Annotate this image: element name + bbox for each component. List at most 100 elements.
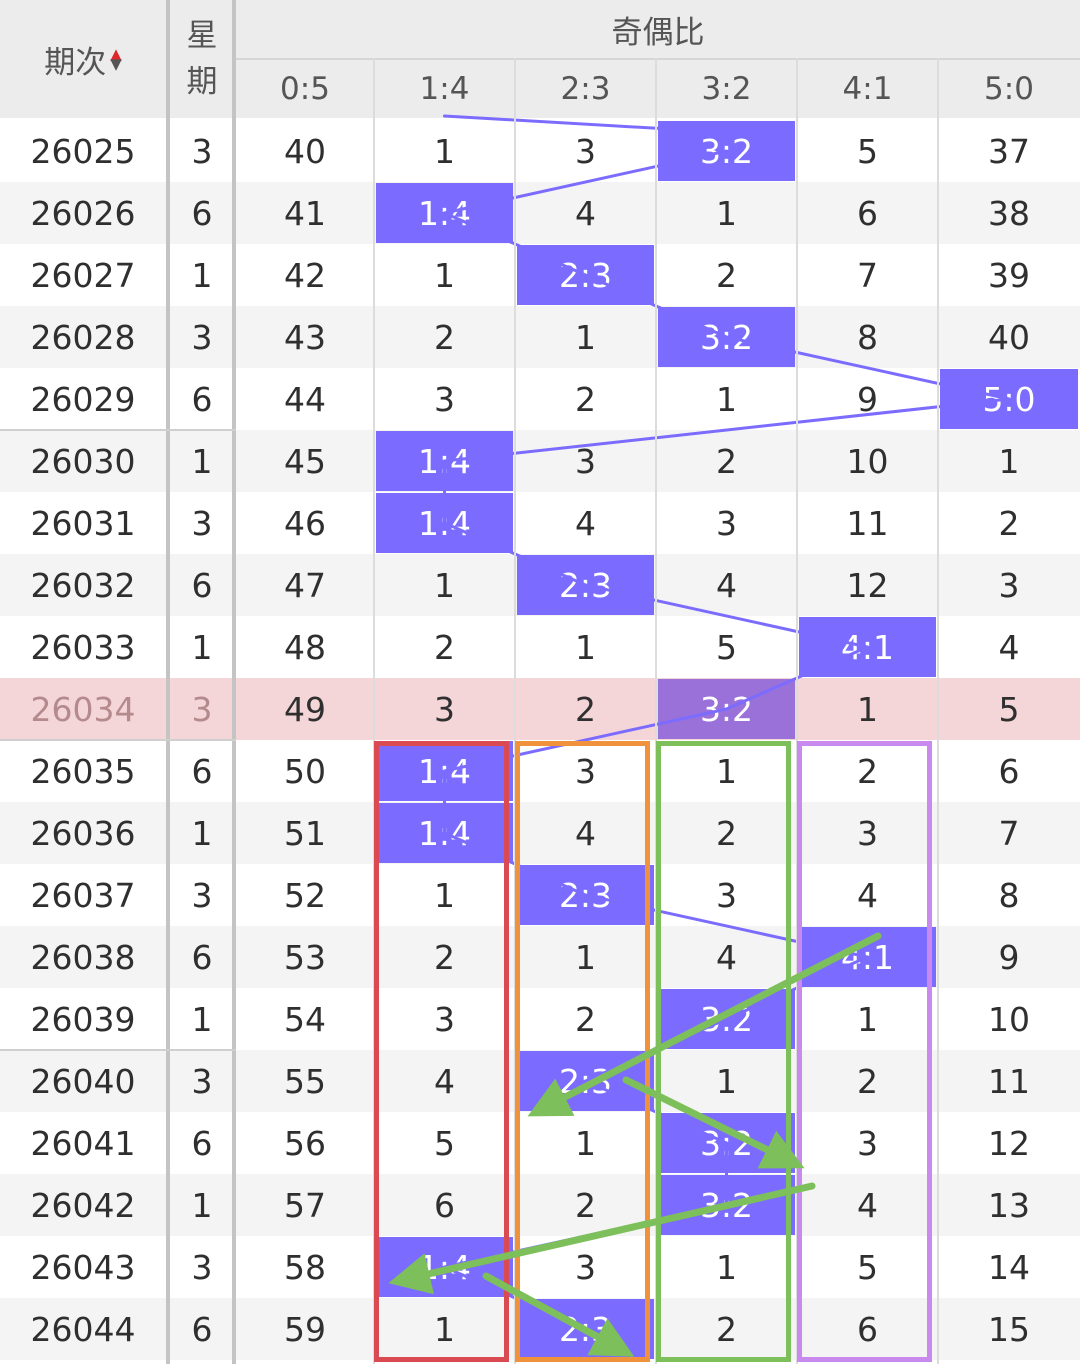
miss-count-0-5: 55	[284, 1061, 326, 1101]
column-divider	[373, 58, 375, 1364]
sort-icon[interactable]: ▲ ▼	[110, 45, 122, 72]
miss-count-1-4: 1	[434, 255, 455, 295]
miss-count-1-4: 2	[434, 937, 455, 977]
issue-number: 26036	[30, 813, 136, 853]
miss-count-5-0: 2	[998, 503, 1020, 543]
issue-number: 26042	[30, 1185, 136, 1225]
table-row[interactable]	[0, 1112, 1080, 1174]
miss-count-0-5: 56	[284, 1123, 326, 1163]
issue-number: 26032	[30, 565, 136, 605]
weekday-value: 1	[191, 813, 213, 853]
current-row-highlight[interactable]	[0, 678, 1080, 740]
column-header-5-0: 5:0	[984, 71, 1034, 107]
issue-number: 26039	[30, 999, 136, 1039]
issue-number: 26038	[30, 937, 136, 977]
weekday-value: 3	[191, 503, 213, 543]
miss-count-1-4: 3	[434, 999, 455, 1039]
weekday-divider	[232, 0, 236, 1364]
weekday-header-char-2: 期	[186, 64, 218, 100]
miss-count-5-0: 12	[988, 1123, 1030, 1163]
miss-count-1-4: 1	[434, 1309, 455, 1349]
trend-line-segment	[725, 335, 1011, 401]
miss-count-4-1: 8	[857, 317, 878, 357]
issue-number: 26029	[30, 379, 136, 419]
miss-count-5-0: 10	[988, 999, 1030, 1039]
miss-count-3-2: 3	[716, 875, 737, 915]
table-row[interactable]	[0, 120, 1080, 182]
trend-line-segment	[443, 707, 728, 773]
weekday-value: 3	[191, 1061, 213, 1101]
column-header-2-3: 2:3	[560, 71, 611, 107]
miss-count-4-1: 9	[857, 379, 878, 419]
miss-count-0-5: 50	[284, 751, 326, 791]
weekday-value: 1	[191, 627, 213, 667]
miss-count-0-5: 42	[284, 255, 326, 295]
issue-number: 26026	[30, 193, 136, 233]
issue-number: 26031	[30, 503, 136, 543]
issue-number: 26035	[30, 751, 136, 791]
miss-count-2-3: 4	[575, 813, 596, 853]
table-row[interactable]	[0, 492, 1080, 554]
sort-up-icon: ▲	[110, 45, 122, 63]
miss-count-3-2: 2	[716, 1309, 737, 1349]
table-row[interactable]	[0, 802, 1080, 864]
miss-count-4-1: 2	[857, 1061, 878, 1101]
miss-count-0-5: 44	[284, 379, 326, 419]
annotation-arrow	[388, 1182, 816, 1295]
miss-count-5-0: 7	[998, 813, 1020, 853]
weekday-value: 6	[191, 193, 213, 233]
issue-column-header[interactable]: 期次 ▲ ▼	[0, 0, 166, 118]
miss-count-0-5: 53	[284, 937, 326, 977]
miss-count-4-1: 4	[857, 875, 878, 915]
miss-count-5-0: 14	[988, 1247, 1030, 1287]
miss-count-3-2: 3	[716, 503, 737, 543]
issue-number: 26033	[30, 627, 136, 667]
group-separator	[0, 1049, 236, 1051]
table-row[interactable]	[0, 306, 1080, 368]
miss-count-5-0: 40	[988, 317, 1030, 357]
issue-number: 26041	[30, 1123, 136, 1163]
miss-count-4-1: 2	[857, 751, 878, 791]
miss-count-1-4: 2	[434, 317, 455, 357]
annotation-arrow	[527, 932, 882, 1117]
issue-header-label: 期次	[44, 44, 107, 81]
miss-count-4-1: 11	[846, 503, 889, 543]
miss-count-4-1: 4	[857, 1185, 878, 1225]
column-divider	[514, 58, 516, 1364]
trend-line-segment	[443, 114, 688, 132]
miss-count-2-3: 3	[575, 131, 596, 171]
miss-count-2-3: 3	[575, 751, 596, 791]
table-row[interactable]	[0, 430, 1080, 492]
miss-count-5-0: 4	[998, 627, 1020, 667]
miss-count-2-3: 3	[575, 441, 596, 481]
table-row[interactable]	[0, 368, 1080, 430]
weekday-value: 6	[191, 379, 213, 419]
group-separator	[0, 739, 236, 741]
miss-count-0-5: 52	[284, 875, 326, 915]
miss-count-0-5: 48	[284, 627, 326, 667]
miss-count-0-5: 54	[284, 999, 326, 1039]
table-row[interactable]	[0, 988, 1080, 1050]
column-header-1-4: 1:4	[419, 71, 470, 107]
issue-number: 26040	[30, 1061, 136, 1101]
weekday-column-header: 星 期	[170, 0, 234, 118]
miss-count-1-4: 2	[434, 627, 455, 667]
miss-count-0-5: 49	[284, 689, 326, 729]
weekday-value: 1	[191, 255, 213, 295]
miss-count-5-0: 1	[998, 441, 1020, 481]
table-row[interactable]	[0, 1174, 1080, 1236]
miss-count-2-3: 3	[575, 1247, 596, 1287]
column-header-0-5: 0:5	[280, 71, 330, 107]
trend-line-segment	[584, 583, 869, 649]
weekday-value: 3	[191, 1247, 213, 1287]
miss-count-3-2: 1	[716, 751, 737, 791]
miss-count-0-5: 51	[284, 813, 326, 853]
weekday-value: 6	[191, 751, 213, 791]
miss-count-1-4: 1	[434, 131, 455, 171]
miss-count-0-5: 43	[284, 317, 326, 357]
weekday-value: 3	[191, 317, 213, 357]
miss-count-1-4: 5	[434, 1123, 455, 1163]
miss-count-3-2: 5	[716, 627, 737, 667]
